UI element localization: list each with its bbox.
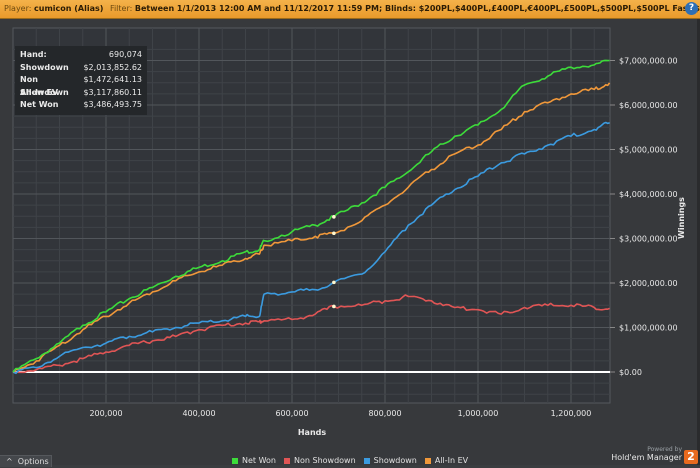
series-line-non-showdown[interactable] <box>12 294 610 374</box>
legend-item[interactable]: Showdown <box>363 456 417 465</box>
y-tick-label: $2,000,000.00 <box>619 279 678 288</box>
hm2-logo-icon: 2 <box>684 450 698 464</box>
series-line-net-won[interactable] <box>12 59 610 373</box>
options-label: Options <box>17 457 49 466</box>
y-tick-label: $6,000,000.00 <box>619 101 678 110</box>
legend-swatch-icon <box>232 457 238 464</box>
x-tick-label: 200,000 <box>89 409 122 418</box>
stats-row: Net Won $3,486,493.75 <box>20 99 142 112</box>
y-tick-label: $5,000,000.00 <box>619 146 678 155</box>
stats-value: $3,117,860.11 <box>83 87 142 97</box>
stats-value: $2,013,852.62 <box>83 62 142 72</box>
x-tick-label: 600,000 <box>275 409 308 418</box>
x-tick-label: 800,000 <box>368 409 401 418</box>
player-value[interactable]: cumicon (Alias) <box>34 4 104 13</box>
brand-name: Hold'em Manager <box>611 453 682 462</box>
legend-swatch-icon <box>363 457 370 464</box>
hover-marker <box>332 231 336 236</box>
y-tick-label: $1,000,000.00 <box>619 324 678 333</box>
x-tick-label: 1,200,000 <box>551 409 592 418</box>
filter-bar: Player: cumicon (Alias) Filter: Between … <box>0 0 700 19</box>
legend-label: Net Won <box>242 456 276 465</box>
winnings-chart: $7,000,000.00 $6,000,000.00 $5,000,000.00 $… <box>12 27 686 437</box>
filter-label: Filter: <box>109 4 133 13</box>
graph-window: $7,000,000.00 $6,000,000.00 $5,000,000.00 $… <box>0 19 700 465</box>
stats-label: Net Won <box>20 100 59 109</box>
legend-label: Non Showdown <box>294 456 356 465</box>
x-axis-title: Hands <box>298 428 327 437</box>
stats-value: 690,074 <box>108 50 142 59</box>
hover-marker <box>332 215 336 219</box>
hover-stats-box: Hand: 690,074 Showdown $2,013,852.62 Non Sho… <box>15 46 147 115</box>
legend-label: All-In EV <box>434 456 469 465</box>
series-line-all-in-ev[interactable] <box>12 82 611 373</box>
legend-item[interactable]: Non Showdown <box>284 456 356 465</box>
filter-value[interactable]: Between 1/1/2013 12:00 AM and 11/12/2017… <box>134 4 700 13</box>
stats-row: Non Showdown $1,472,641.13 <box>20 74 142 97</box>
y-tick-label: $3,000,000.00 <box>619 235 678 244</box>
stats-label: Non Showdown <box>20 75 69 97</box>
legend-swatch-icon <box>284 457 290 464</box>
stats-label: Hand: <box>20 50 47 59</box>
y-tick-label: $0.00 <box>619 368 642 377</box>
legend-item[interactable]: Net Won <box>232 456 276 465</box>
y-tick-label: $4,000,000.00 <box>619 190 678 199</box>
stats-label: All-In EV <box>20 87 59 97</box>
stats-value: $3,486,493.75 <box>83 100 142 109</box>
legend-swatch-icon <box>424 457 431 464</box>
caret-up-icon: ^ <box>6 457 13 466</box>
powered-by-text: Powered by <box>647 446 682 453</box>
stats-row: All-In EV $3,117,860.11 <box>20 87 142 100</box>
x-tick-label: 400,000 <box>182 409 215 418</box>
legend-item[interactable]: All-In EV <box>424 456 469 465</box>
y-tick-label: $7,000,000.00 <box>619 57 678 66</box>
series-line-showdown[interactable] <box>12 121 610 375</box>
x-tick-label: 1,000,000 <box>458 409 499 418</box>
legend-label: Showdown <box>373 456 417 465</box>
hover-marker <box>332 280 336 285</box>
stats-row: Showdown $2,013,852.62 <box>20 62 142 75</box>
y-axis-title: Winnings <box>677 197 686 239</box>
stats-label: Showdown <box>20 62 69 72</box>
hover-marker <box>332 304 336 309</box>
stats-row: Hand: 690,074 <box>20 49 142 62</box>
player-label: Player: <box>4 4 32 13</box>
chart-legend: Net Won Non Showdown Showdown All-In EV <box>232 456 468 465</box>
stats-value: $1,472,641.13 <box>83 75 142 84</box>
help-icon[interactable]: ? <box>685 2 698 15</box>
powered-by: Powered by Hold'em Manager <box>611 446 682 462</box>
options-button[interactable]: ^ Options <box>0 455 52 467</box>
